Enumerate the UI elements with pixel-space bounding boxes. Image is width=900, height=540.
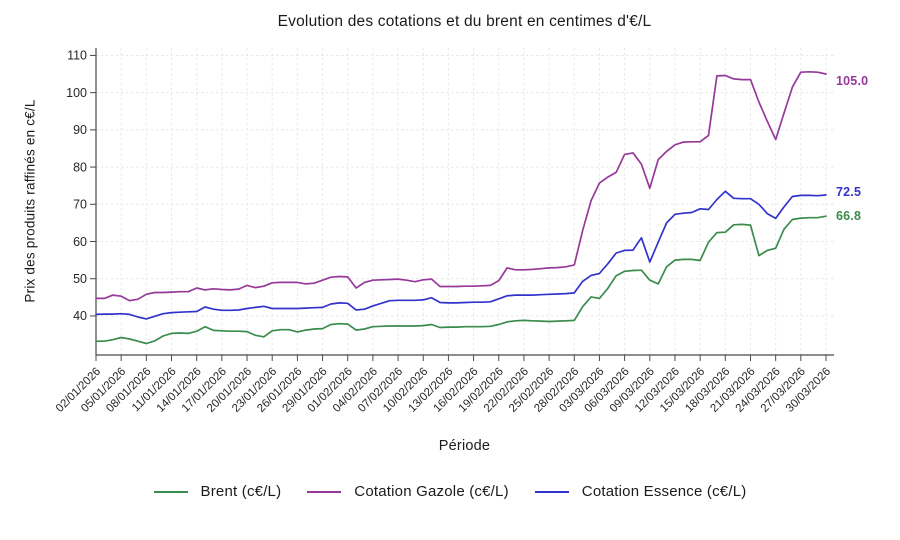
series-line-brent (95, 215, 827, 345)
y-tick-label: 100 (66, 86, 87, 100)
y-tick-label: 80 (73, 160, 87, 174)
chart-title: Evolution des cotations et du brent en c… (277, 13, 652, 30)
y-tick-label: 40 (73, 309, 87, 323)
x-axis-label: Période (438, 438, 491, 454)
y-tick-label: 70 (73, 198, 87, 212)
legend-swatch-gazole (307, 490, 342, 493)
legend-swatch-essence (534, 490, 569, 493)
y-tick-label: 90 (73, 123, 87, 137)
legend-item-brent: Brent (c€/L) (153, 483, 282, 500)
end-label-essence: 72.5 (836, 184, 862, 199)
y-tick-label: 50 (73, 272, 87, 286)
chart-legend: Brent (c€/L) Cotation Gazole (c€/L) Cotati… (0, 483, 900, 500)
legend-item-essence: Cotation Essence (c€/L) (534, 483, 747, 500)
end-label-gazole: 105.0 (836, 74, 869, 89)
legend-item-gazole: Cotation Gazole (c€/L) (307, 483, 509, 500)
end-label-brent: 66.8 (836, 209, 862, 224)
series-line-gazole (95, 70, 827, 302)
legend-swatch-brent (153, 490, 188, 493)
y-tick-label: 110 (67, 49, 87, 63)
series-line-essence (95, 190, 827, 320)
legend-label-brent: Brent (c€/L) (200, 483, 282, 500)
y-tick-label: 60 (73, 235, 87, 249)
legend-label-gazole: Cotation Gazole (c€/L) (354, 483, 509, 500)
legend-label-essence: Cotation Essence (c€/L) (581, 483, 747, 500)
y-axis-label: Prix des produits raffinés en c€/L (22, 99, 38, 303)
